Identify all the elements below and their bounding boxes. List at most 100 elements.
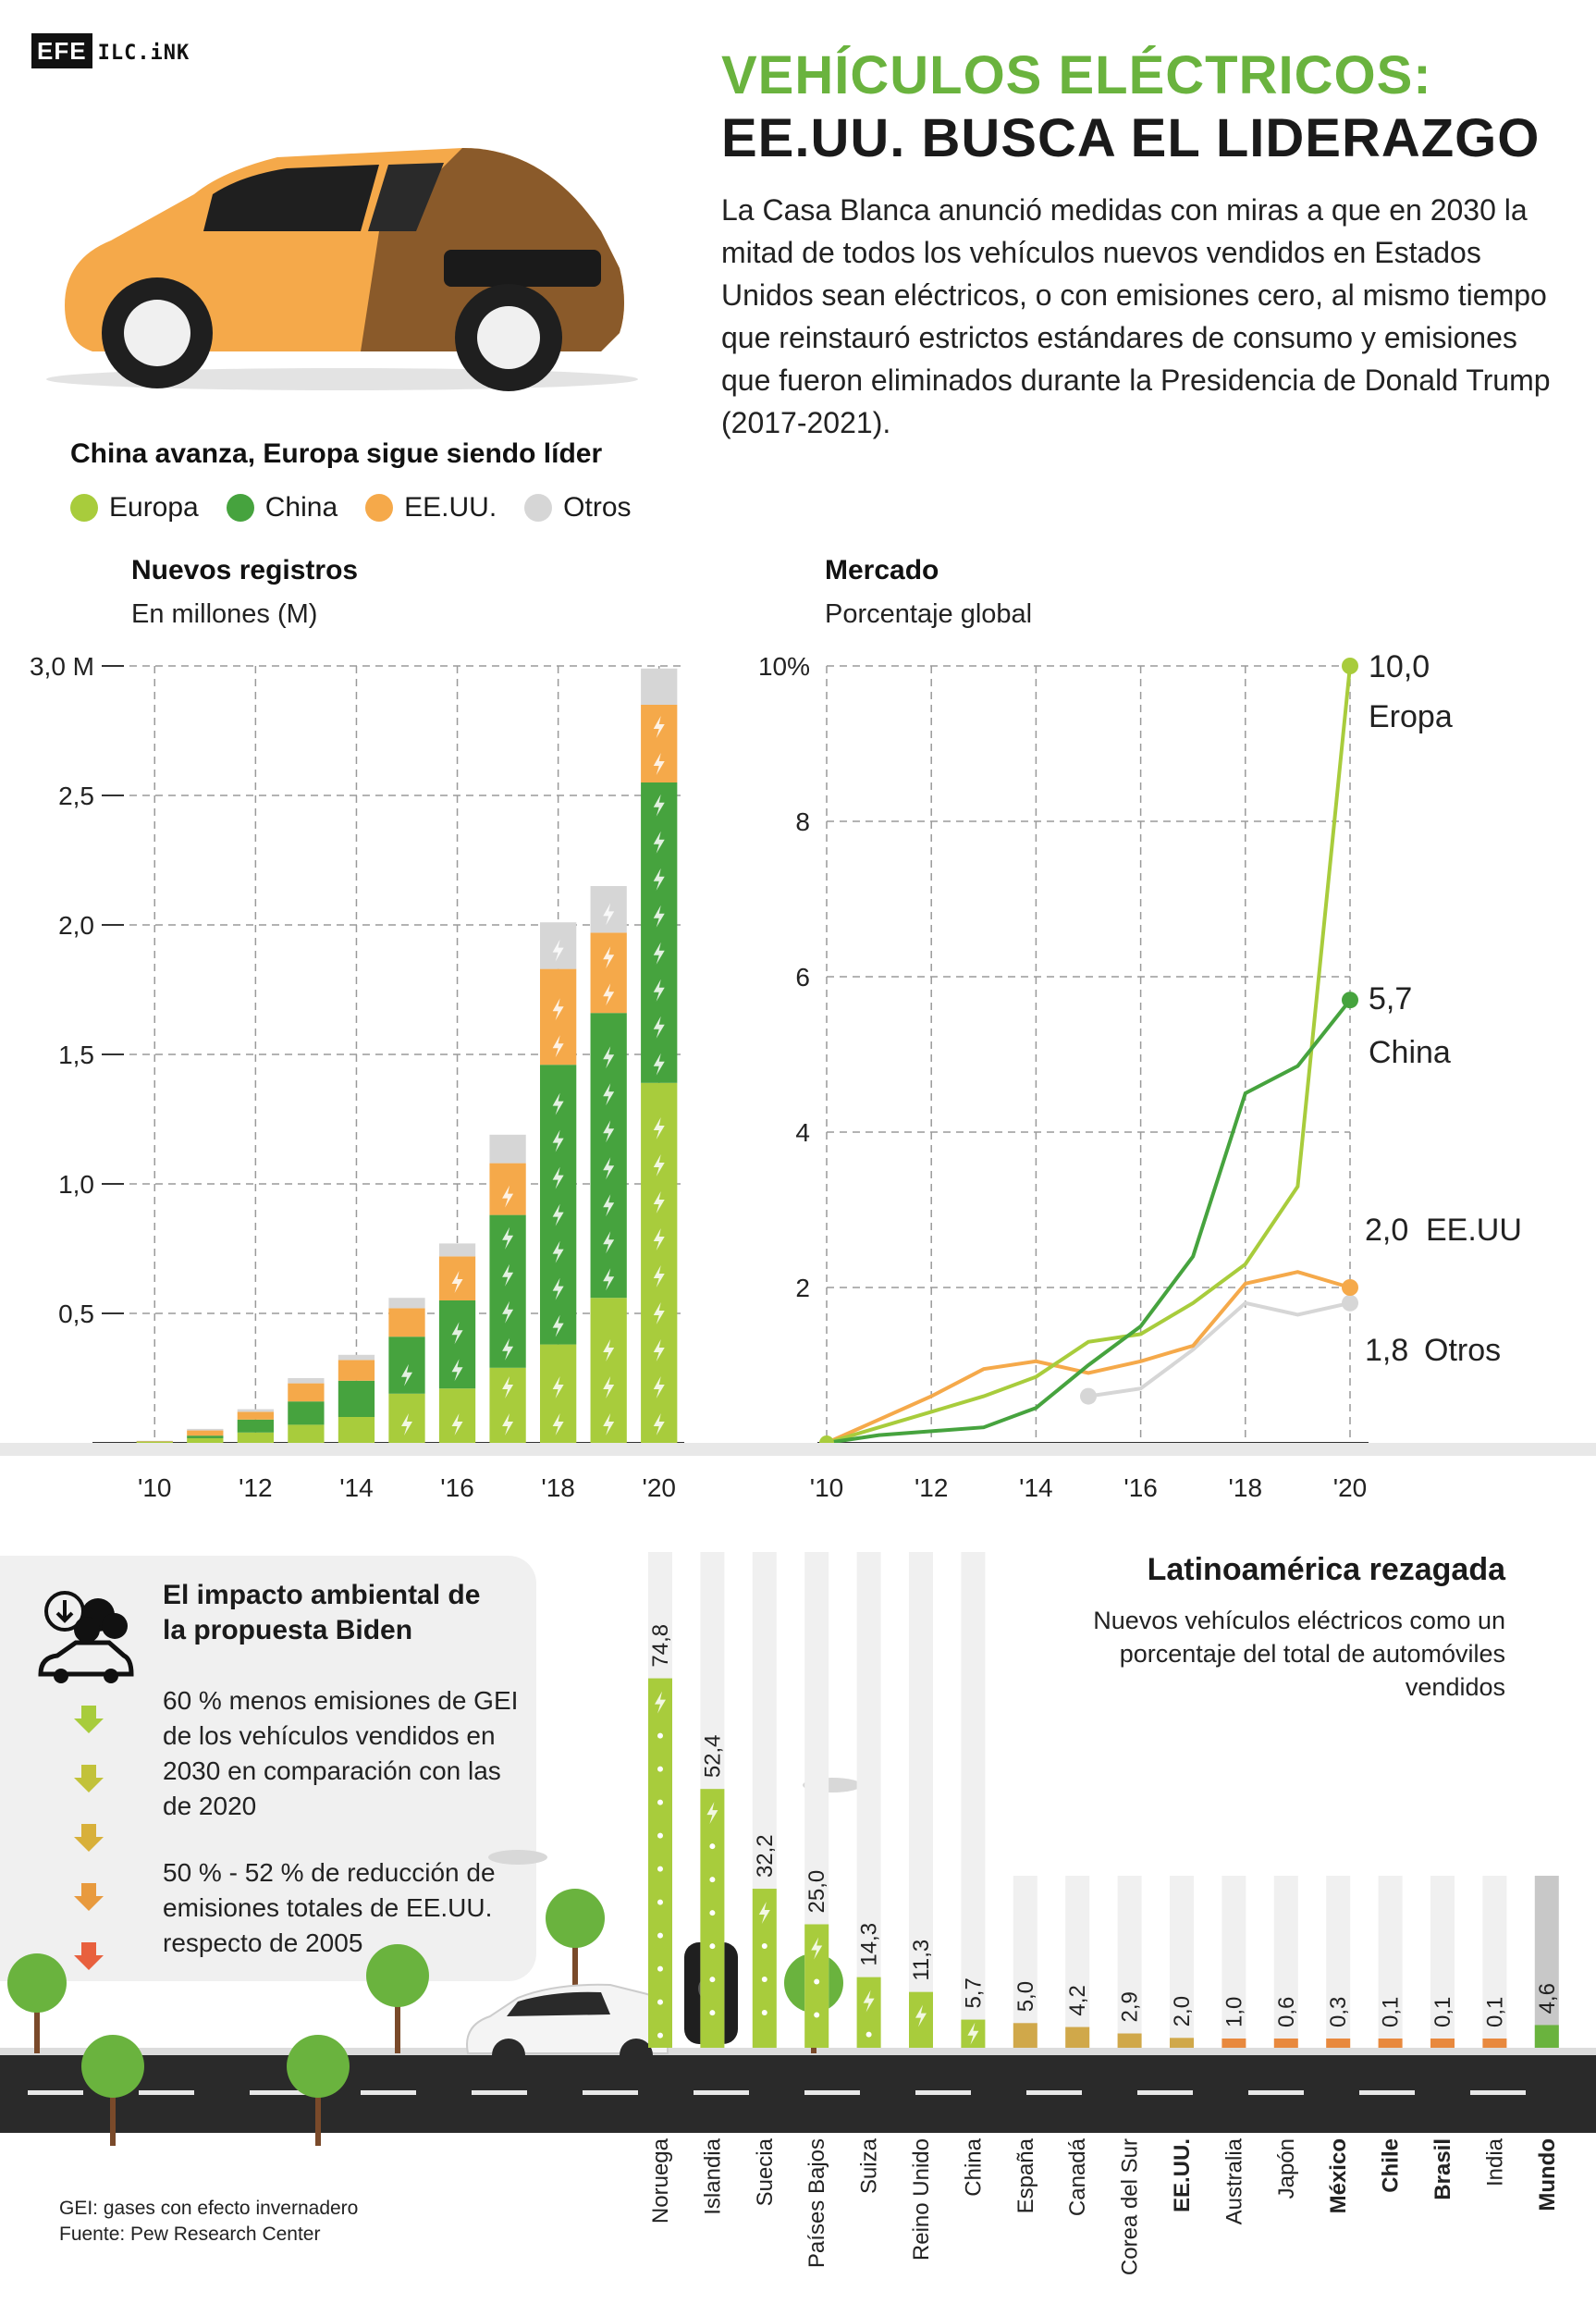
latam-bar-column: 2,9 Corea del Sur bbox=[1117, 1876, 1143, 2275]
bar-background bbox=[1222, 1876, 1246, 2048]
latam-bar-column: 32,2 Suecia bbox=[752, 1552, 778, 2206]
bar-background bbox=[1534, 1876, 1559, 2048]
bar-segment-group bbox=[237, 1419, 274, 1433]
bar-segment-group bbox=[288, 1383, 325, 1402]
bar-segment-group bbox=[590, 932, 627, 1014]
market-line-chart: '10 '12 '14 '16 '18 '20 10% 8 6 4 2 10,0 Eropa 5,7 Chi… bbox=[758, 649, 1522, 1502]
legend-dot bbox=[70, 494, 98, 522]
bar-background bbox=[1170, 1876, 1194, 2048]
bar-segment-group bbox=[237, 1409, 274, 1412]
bolt-icon bbox=[552, 939, 564, 962]
series-name-label: China bbox=[1369, 1035, 1451, 1070]
bar-value-label: 14,3 bbox=[857, 1923, 882, 1966]
bolt-icon bbox=[653, 1265, 665, 1287]
category-label: Suecia bbox=[753, 2137, 778, 2206]
series-end-point bbox=[1342, 1279, 1358, 1296]
stacked-bar-chart: 3,0 M 2,5 2,0 1,5 1,0 0,5 '10 '12 '14 '16 '18 '20 bbox=[30, 652, 684, 1502]
bar-segment-group bbox=[590, 886, 627, 933]
bolt-icon bbox=[653, 1228, 665, 1250]
bolt-icon bbox=[655, 1691, 666, 1714]
series-end-value: 1,8 bbox=[1365, 1333, 1408, 1368]
bar-segment bbox=[540, 1065, 577, 1345]
bolt-icon bbox=[653, 868, 665, 891]
impact-point-1-line: de 2020 bbox=[163, 1792, 257, 1820]
bolt-icon bbox=[552, 1166, 564, 1189]
bolt-icon bbox=[502, 1376, 514, 1398]
bolt-icon bbox=[552, 1277, 564, 1300]
bar-segment-group bbox=[540, 1065, 577, 1345]
latam-bar bbox=[648, 1678, 672, 2048]
latam-bar-column: 5,0 España bbox=[1013, 1876, 1038, 2213]
category-label: Noruega bbox=[648, 2137, 673, 2224]
bolt-icon bbox=[552, 1129, 564, 1152]
y-tick-label: 3,0 M bbox=[30, 652, 94, 681]
bolt-icon bbox=[653, 1302, 665, 1324]
series-name-label: EE.UU bbox=[1426, 1213, 1522, 1248]
bolt-icon bbox=[552, 1240, 564, 1263]
series-end-value: 2,0 bbox=[1365, 1213, 1408, 1248]
bar-segment-group bbox=[338, 1360, 375, 1381]
y-tick-label: 1,0 bbox=[58, 1170, 94, 1199]
bar-segment bbox=[489, 1134, 526, 1164]
category-label: Países Bajos bbox=[804, 2138, 829, 2268]
impact-point-1-line: 2030 en comparación con las bbox=[163, 1756, 501, 1785]
latam-bar-column: 0,1 Brasil bbox=[1430, 1876, 1455, 2200]
bolt-icon bbox=[451, 1413, 463, 1435]
category-label: Reino Unido bbox=[909, 2138, 934, 2261]
bolt-icon bbox=[451, 1359, 463, 1382]
bar-segment-group bbox=[590, 1298, 627, 1443]
bar-background bbox=[1326, 1876, 1351, 2048]
bolt-icon bbox=[451, 1271, 463, 1293]
bar-segment-group bbox=[438, 1388, 476, 1443]
intro-text: La Casa Blanca anunció medidas con miras… bbox=[721, 193, 1551, 439]
bar-dot bbox=[709, 1843, 716, 1850]
bolt-icon bbox=[552, 1203, 564, 1226]
bar-segment bbox=[288, 1401, 325, 1425]
bar-dot bbox=[866, 2031, 872, 2038]
bolt-icon bbox=[603, 1194, 615, 1217]
bolt-icon bbox=[603, 903, 615, 926]
bar-segment-group bbox=[388, 1308, 425, 1337]
category-label: Corea del Sur bbox=[1118, 2138, 1143, 2275]
bolt-icon bbox=[603, 946, 615, 969]
bar-value-label: 0,3 bbox=[1326, 1997, 1351, 2027]
bar-dot bbox=[657, 1932, 663, 1939]
bar-segment-group bbox=[489, 1134, 526, 1164]
category-label: Chile bbox=[1379, 2138, 1404, 2193]
bar-segment-group bbox=[136, 1441, 173, 1443]
bar-background bbox=[1482, 1876, 1507, 2048]
impact-point-1: 60 % menos emisiones de GEI de los vehíc… bbox=[163, 1683, 518, 1824]
bolt-icon bbox=[603, 1413, 615, 1435]
latam-bar bbox=[1273, 2039, 1298, 2048]
bar-value-label: 2,9 bbox=[1118, 1991, 1143, 2022]
car-illustration bbox=[46, 148, 638, 391]
bar-value-label: 4,6 bbox=[1535, 1983, 1560, 2014]
series-end-point bbox=[1342, 1294, 1358, 1312]
bar-value-label: 11,3 bbox=[909, 1940, 934, 1981]
bar-background bbox=[1013, 1876, 1037, 2048]
latam-bar-column: 0,3 México bbox=[1326, 1876, 1351, 2213]
x-tick-label: '14 bbox=[1019, 1473, 1053, 1502]
bolt-icon bbox=[863, 1990, 875, 2013]
impact-title-line1: El impacto ambiental de bbox=[163, 1580, 481, 1610]
bolt-icon bbox=[451, 1322, 463, 1345]
impact-point-1-line: 60 % menos emisiones de GEI bbox=[163, 1686, 519, 1715]
bar-dot bbox=[814, 2012, 820, 2018]
bar-value-label: 52,4 bbox=[700, 1734, 725, 1778]
bar-value-label: 5,0 bbox=[1013, 1981, 1038, 2012]
bar-segment bbox=[237, 1411, 274, 1420]
bar-value-label: 0,1 bbox=[1430, 1997, 1455, 2027]
bar-segment bbox=[237, 1409, 274, 1412]
impact-title-line2: la propuesta Biden bbox=[163, 1615, 413, 1645]
bar-value-label: 32,2 bbox=[753, 1834, 778, 1878]
category-label: Canadá bbox=[1065, 2137, 1090, 2216]
bar-dot bbox=[657, 1832, 663, 1839]
bar-dot bbox=[657, 1999, 663, 2005]
bar-background bbox=[1378, 1876, 1403, 2048]
latam-bar bbox=[700, 1789, 725, 2048]
latam-bar bbox=[1013, 2023, 1037, 2048]
impact-point-1-line: de los vehículos vendidos en bbox=[163, 1721, 496, 1750]
bolt-icon bbox=[603, 1083, 615, 1106]
white-car bbox=[466, 1983, 669, 2072]
car-emission-icon bbox=[38, 1591, 134, 1683]
